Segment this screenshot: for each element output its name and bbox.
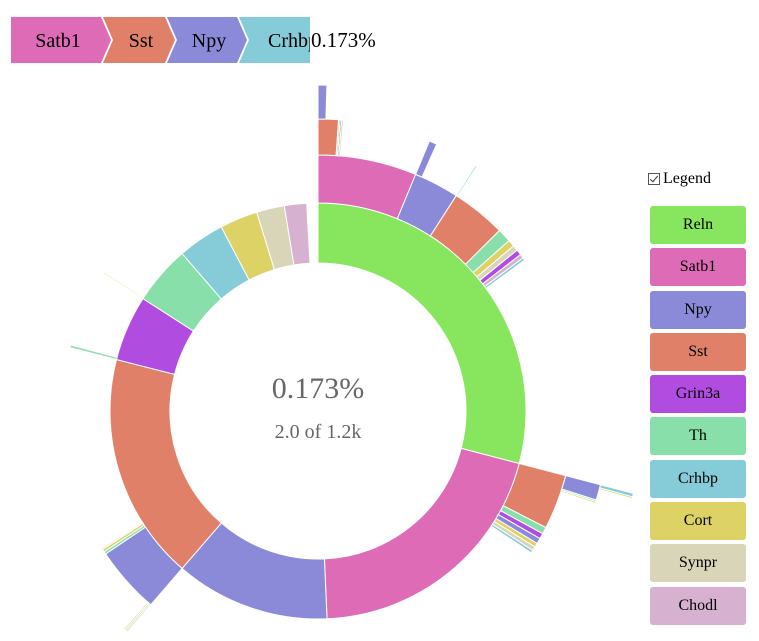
legend-checkbox[interactable]	[648, 173, 660, 185]
breadcrumb-item[interactable]	[103, 17, 175, 63]
sunburst-segment[interactable]	[69, 344, 118, 361]
sunburst-segment[interactable]	[101, 521, 144, 550]
breadcrumb-percentage: 0.173%	[311, 28, 376, 52]
legend-item: Npy	[650, 290, 746, 329]
sunburst-segment[interactable]	[283, 202, 311, 266]
sunburst-segment[interactable]	[125, 603, 152, 633]
breadcrumb-trail: Satb1 Sst Npy Crhbp	[11, 17, 343, 63]
center-percentage: 0.173%	[271, 372, 365, 405]
legend-item: Crhbp	[650, 459, 746, 498]
legend-item: Th	[650, 417, 746, 456]
breadcrumb: Satb1 Sst Npy Crhbp 0.173%	[0, 0, 376, 75]
sunburst-segment[interactable]	[122, 601, 150, 631]
legend-item: Sst	[650, 332, 746, 371]
legend-item: Reln	[650, 206, 746, 244]
legend-title: Legend	[663, 170, 711, 187]
sunburst-segment[interactable]	[317, 84, 328, 120]
sunburst-segment[interactable]	[490, 523, 534, 554]
breadcrumb-item[interactable]	[167, 17, 247, 63]
breadcrumb-label: Crhbp	[268, 30, 310, 52]
sunburst-segment[interactable]	[323, 447, 520, 620]
sunburst-segment[interactable]	[338, 119, 344, 157]
legend-header: Legend	[648, 170, 711, 188]
legend-item: Synpr	[650, 544, 746, 583]
sunburst-segment[interactable]	[455, 164, 478, 198]
sunburst-chart	[69, 84, 635, 633]
legend-item: Grin3a	[650, 375, 746, 414]
sunburst-segment[interactable]	[101, 270, 145, 300]
breadcrumb-label: Sst	[129, 30, 154, 52]
legend-item: Chodl	[650, 586, 746, 625]
breadcrumb-label: Npy	[192, 30, 226, 52]
breadcrumb-item[interactable]	[11, 17, 111, 63]
breadcrumb-label: Satb1	[35, 30, 81, 52]
legend-item: Cort	[650, 502, 746, 541]
sunburst-segment[interactable]	[414, 140, 438, 178]
sunburst-segment[interactable]	[317, 118, 340, 157]
sunburst-segment[interactable]	[560, 489, 597, 504]
sunburst-segment[interactable]	[483, 257, 526, 290]
sunburst-segment[interactable]	[598, 487, 634, 500]
legend-item: Satb1	[650, 248, 746, 287]
sunburst-segment[interactable]	[124, 602, 151, 632]
center-count: 2.0 of 1.2k	[274, 421, 362, 443]
legend-list: Reln Satb1 Npy Sst Grin3a Th Crhbp Cort …	[650, 206, 746, 629]
